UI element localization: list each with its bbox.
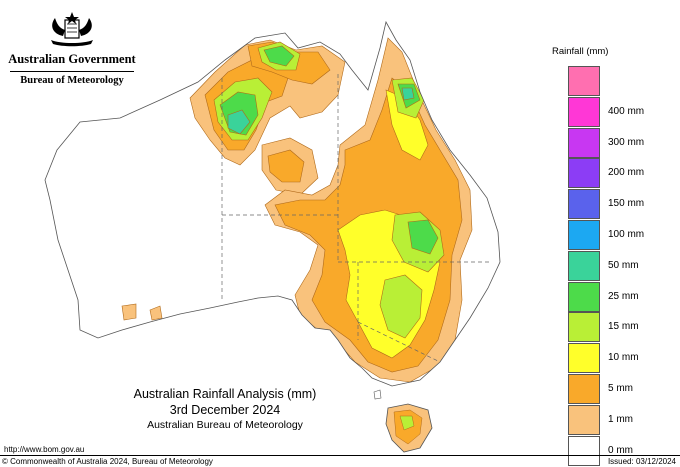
- legend-label: 300 mm: [608, 136, 645, 148]
- legend-label: 5 mm: [608, 383, 633, 394]
- logo-divider: [10, 71, 134, 72]
- website-link[interactable]: http://www.bom.gov.au: [4, 445, 85, 454]
- legend-title: Rainfall (mm): [552, 46, 609, 57]
- legend-label: 0 mm: [608, 444, 633, 456]
- contour-50mm-north: [227, 109, 251, 135]
- issued-date: Issued: 03/12/2024: [607, 457, 676, 466]
- legend-swatch: [568, 435, 600, 466]
- border-nsw-vic: [357, 321, 441, 363]
- state-borders: [221, 74, 490, 363]
- map-caption: Australian Rainfall Analysis (mm) 3rd De…: [130, 386, 320, 432]
- legend-swatch: [568, 312, 600, 343]
- legend-label: 100 mm: [608, 229, 645, 240]
- king-island: [373, 389, 382, 400]
- legend-label: 10 mm: [608, 352, 639, 364]
- legend-swatch: [568, 127, 600, 158]
- contour-1mm-sw: [121, 303, 137, 321]
- legend-label: 400 mm: [608, 105, 645, 117]
- legend-label: 50 mm: [608, 259, 639, 271]
- contour-25mm-east: [407, 219, 439, 255]
- australia-coastline: [44, 20, 501, 387]
- legend-swatch: [568, 220, 600, 250]
- contour-25mm-top: [263, 45, 295, 67]
- legend-swatch: [568, 343, 600, 374]
- legend-label: 150 mm: [608, 198, 645, 210]
- rainfall-contours: [121, 37, 473, 383]
- contour-15mm-se: [379, 274, 423, 339]
- legend-swatch: [568, 374, 600, 404]
- caption-title: Australian Rainfall Analysis (mm): [133, 387, 317, 401]
- contour-5mm-central: [267, 149, 305, 183]
- caption-agency: Australian Bureau of Meteorology: [147, 419, 303, 431]
- legend-swatch: [568, 158, 600, 189]
- contour-1mm-sw2: [149, 305, 163, 321]
- legend-swatch: [568, 66, 600, 96]
- legend-swatch: [568, 96, 600, 127]
- coat-of-arms-icon: [51, 12, 93, 47]
- agency-name: Bureau of Meteorology: [20, 75, 124, 86]
- government-logo: Australian Government Bureau of Meteorol…: [8, 10, 136, 86]
- government-name: Australian Government: [8, 52, 136, 66]
- legend-swatch: [568, 250, 600, 281]
- legend-label: 200 mm: [608, 167, 645, 179]
- legend-swatch: [568, 281, 600, 312]
- legend-label: 15 mm: [608, 321, 639, 333]
- copyright-text: © Commonwealth of Australia 2024, Bureau…: [2, 457, 213, 466]
- legend-label: 25 mm: [608, 290, 639, 302]
- legend-label: 1 mm: [608, 413, 633, 425]
- footer-divider: [0, 455, 680, 456]
- contour-50mm-qld: [401, 87, 415, 101]
- caption-date: 3rd December 2024: [169, 403, 281, 417]
- legend-swatch: [568, 404, 600, 435]
- legend-swatch: [568, 189, 600, 220]
- tasmania-15mm: [399, 415, 415, 431]
